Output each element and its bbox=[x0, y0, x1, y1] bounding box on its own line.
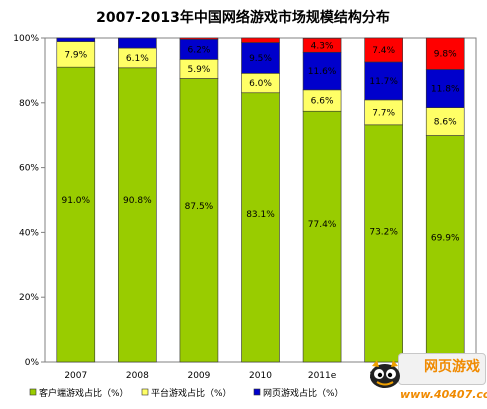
data-label: 69.9% bbox=[431, 233, 460, 243]
bar-segment bbox=[302, 110, 342, 363]
data-label: 6.2% bbox=[187, 45, 210, 55]
bar-segment bbox=[302, 51, 342, 91]
legend-label: 客户端游戏占比（%） bbox=[39, 387, 129, 399]
x-tick-label: 2007 bbox=[64, 371, 87, 381]
x-tick-label: 2011e bbox=[308, 371, 337, 381]
data-label: 11.8% bbox=[431, 85, 460, 95]
data-label: 6.1% bbox=[126, 54, 149, 64]
bar-segment bbox=[118, 67, 157, 363]
watermark-title: 网页游戏 bbox=[424, 359, 480, 375]
bar-segment bbox=[425, 37, 465, 70]
data-label: 9.5% bbox=[249, 54, 272, 64]
bar-segment bbox=[56, 66, 96, 363]
data-label: 73.2% bbox=[369, 228, 398, 238]
data-label: 7.7% bbox=[372, 108, 395, 118]
data-label: 8.6% bbox=[434, 118, 457, 128]
data-label: 91.0% bbox=[61, 196, 90, 206]
legend-swatch bbox=[141, 388, 149, 396]
bar-segment bbox=[241, 92, 280, 363]
watermark-badge bbox=[398, 353, 486, 385]
watermark-url: www.40407.com bbox=[400, 388, 487, 401]
bar-segment bbox=[241, 37, 280, 43]
y-tick-label: 100% bbox=[13, 34, 39, 44]
bar-segment bbox=[118, 37, 157, 49]
bar-segment bbox=[56, 37, 96, 42]
y-tick-label: 60% bbox=[19, 164, 39, 174]
legend-label: 网页游戏占比（%） bbox=[263, 387, 344, 399]
chart-title: 2007-2013年中国网络游戏市场规模结构分布 bbox=[96, 9, 390, 26]
data-label: 7.4% bbox=[372, 46, 395, 56]
plot-area: 91.0% 7.9% 90.8% 6.1% 87.5% 5.9% 6.2% 83.1% 6.0%… bbox=[44, 37, 477, 363]
bar-segment bbox=[179, 78, 219, 363]
legend-label: 平台游戏占比（%） bbox=[151, 387, 232, 399]
bar-segment bbox=[364, 37, 403, 63]
bar-segment bbox=[425, 135, 465, 363]
bar-segment bbox=[425, 107, 465, 136]
legend-swatch bbox=[253, 388, 261, 396]
x-tick-label: 2009 bbox=[187, 371, 210, 381]
mascot-icon bbox=[370, 360, 400, 388]
y-tick-label: 20% bbox=[19, 293, 39, 303]
data-label: 4.3% bbox=[311, 41, 334, 51]
legend: 客户端游戏占比（%） 平台游戏占比（%） 网页游戏占比（%） bbox=[29, 387, 344, 399]
bar-segment bbox=[302, 38, 342, 53]
bar-segment bbox=[179, 37, 219, 40]
y-tick-label: 80% bbox=[19, 99, 39, 109]
x-tick-label: 2010 bbox=[249, 371, 272, 381]
y-axis: 0% 20% 40% 60% 80% 100% bbox=[13, 34, 45, 368]
bar-segment bbox=[364, 99, 403, 126]
data-label: 6.6% bbox=[311, 97, 334, 107]
x-tick-label: 2008 bbox=[126, 371, 149, 381]
bar-segment bbox=[56, 41, 96, 68]
data-label: 11.7% bbox=[369, 77, 398, 87]
data-label: 90.8% bbox=[123, 196, 152, 206]
data-label: 87.5% bbox=[185, 202, 214, 212]
bar-segment bbox=[425, 69, 465, 108]
y-tick-label: 0% bbox=[25, 358, 40, 368]
data-label: 7.9% bbox=[64, 50, 87, 60]
data-label: 9.8% bbox=[434, 50, 457, 60]
data-label: 6.0% bbox=[249, 79, 272, 89]
bar-segment bbox=[364, 61, 403, 101]
legend-swatch bbox=[29, 388, 37, 396]
bar-segment bbox=[364, 124, 403, 363]
data-label: 5.9% bbox=[187, 65, 210, 75]
data-label: 83.1% bbox=[246, 210, 275, 220]
data-label: 77.4% bbox=[308, 220, 337, 230]
y-tick-label: 40% bbox=[19, 228, 39, 238]
data-label: 11.6% bbox=[308, 67, 337, 77]
